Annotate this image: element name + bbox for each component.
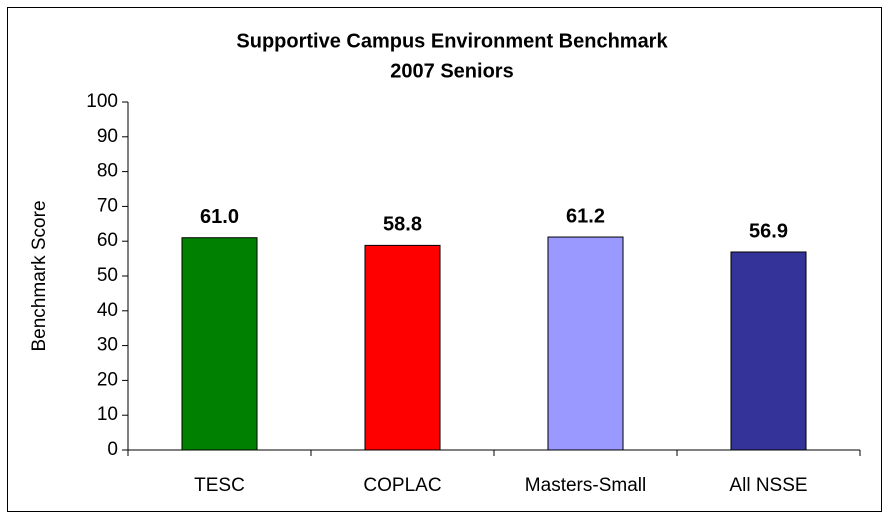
- y-tick-label: 10: [97, 404, 118, 425]
- bar: [364, 244, 441, 451]
- y-tick-label: 70: [97, 195, 118, 216]
- y-tick-label: 40: [97, 300, 118, 321]
- x-tick-label: COPLAC: [363, 475, 441, 496]
- chart-title: Supportive Campus Environment Benchmark: [236, 30, 668, 52]
- value-label: 56.9: [749, 220, 788, 242]
- y-tick-label: 0: [107, 439, 118, 460]
- y-tick-label: 20: [97, 369, 118, 390]
- y-tick-label: 80: [97, 161, 118, 182]
- x-tick-label: TESC: [194, 475, 245, 496]
- y-axis-label: Benchmark Score: [29, 200, 50, 351]
- bar: [547, 236, 624, 451]
- y-tick-label: 60: [97, 230, 118, 251]
- y-tick-label: 90: [97, 126, 118, 147]
- value-label: 58.8: [383, 214, 422, 236]
- bar: [181, 237, 258, 451]
- x-tick-label: All NSSE: [729, 475, 807, 496]
- y-tick-label: 30: [97, 335, 118, 356]
- chart-subtitle: 2007 Seniors: [390, 60, 513, 82]
- x-tick-label: Masters-Small: [525, 475, 646, 496]
- value-label: 61.2: [566, 205, 605, 227]
- y-tick-label: 100: [86, 91, 118, 112]
- bar: [730, 251, 807, 451]
- value-label: 61.0: [200, 206, 239, 228]
- y-tick-label: 50: [97, 265, 118, 286]
